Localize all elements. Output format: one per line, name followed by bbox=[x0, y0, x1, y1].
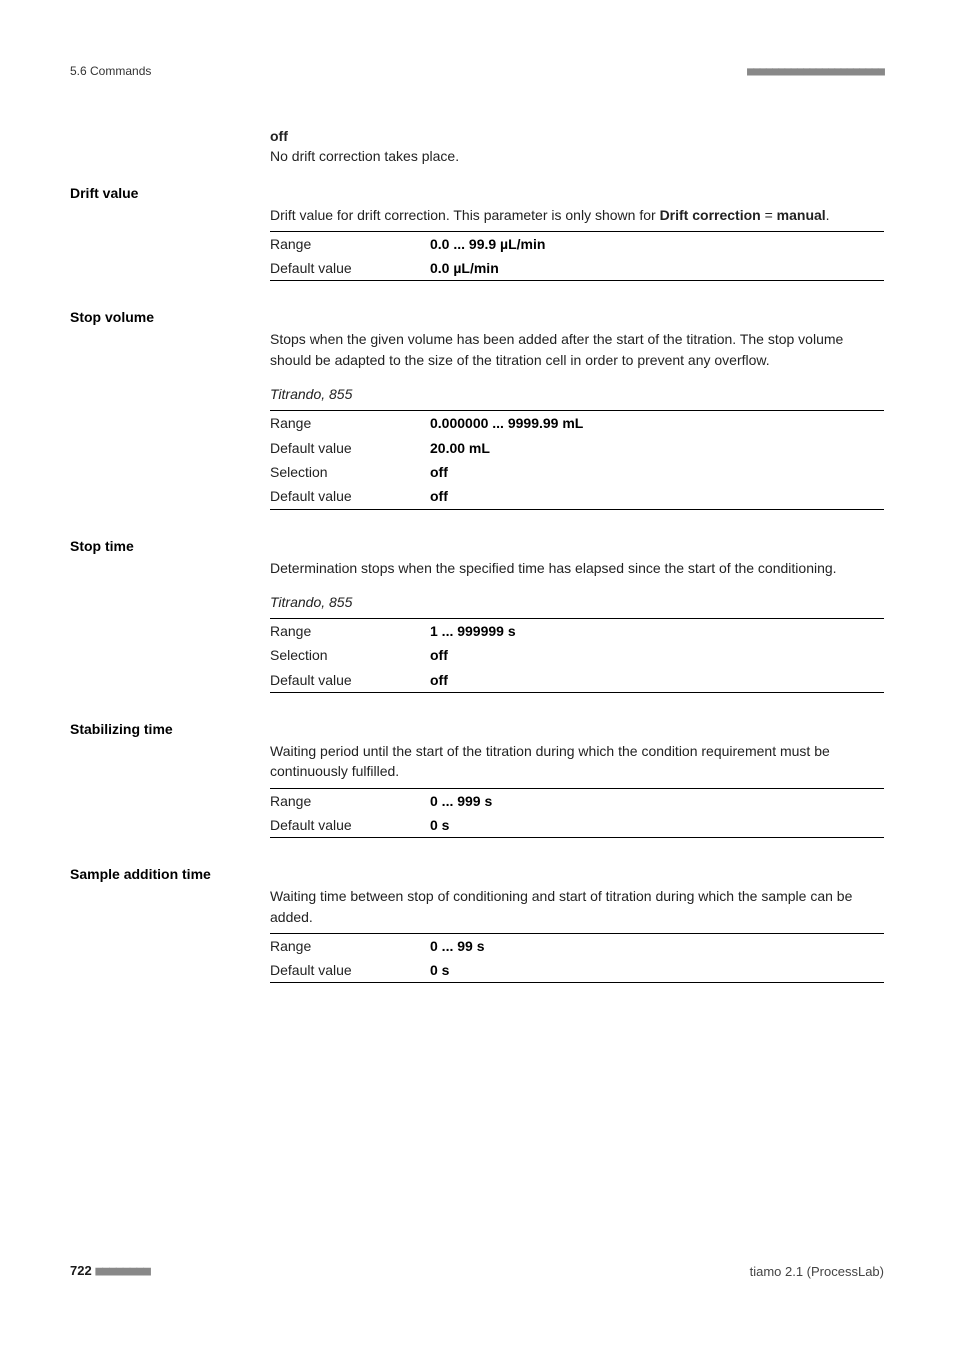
param-key: Range bbox=[270, 788, 430, 813]
off-definition: off No drift correction takes place. bbox=[270, 126, 884, 167]
off-term: off bbox=[270, 126, 884, 146]
table-row: Range 0 ... 999 s bbox=[270, 788, 884, 813]
table-row: Default value 0 s bbox=[270, 813, 884, 838]
footer-left: 722 ■■■■■■■■ bbox=[70, 1263, 150, 1279]
param-key: Default value bbox=[270, 958, 430, 983]
footer-product: tiamo 2.1 (ProcessLab) bbox=[750, 1264, 884, 1279]
sample-addition-time-label: Sample addition time bbox=[70, 866, 270, 882]
table-row: Range 0 ... 99 s bbox=[270, 933, 884, 958]
stabilizing-time-label: Stabilizing time bbox=[70, 721, 270, 737]
section-reference: 5.6 Commands bbox=[70, 64, 151, 78]
sample-addition-time-block: Waiting time between stop of conditionin… bbox=[270, 886, 884, 983]
stop-volume-desc: Stops when the given volume has been add… bbox=[270, 329, 884, 370]
table-row: Selection off bbox=[270, 643, 884, 667]
param-value: 0.0 µL/min bbox=[430, 256, 884, 281]
param-key: Range bbox=[270, 619, 430, 644]
stop-volume-block: Stops when the given volume has been add… bbox=[270, 329, 884, 509]
stop-time-desc: Determination stops when the specified t… bbox=[270, 558, 884, 578]
page-number: 722 bbox=[70, 1263, 92, 1278]
param-key: Range bbox=[270, 933, 430, 958]
param-value: 0 ... 99 s bbox=[430, 933, 884, 958]
drift-value-desc-suffix: . bbox=[826, 207, 830, 223]
drift-value-desc-prefix: Drift value for drift correction. This p… bbox=[270, 207, 660, 223]
param-key: Default value bbox=[270, 668, 430, 693]
stabilizing-time-desc: Waiting period until the start of the ti… bbox=[270, 741, 884, 782]
param-key: Range bbox=[270, 231, 430, 256]
param-value: 1 ... 999999 s bbox=[430, 619, 884, 644]
sample-addition-time-desc: Waiting time between stop of conditionin… bbox=[270, 886, 884, 927]
drift-value-desc-bold1: Drift correction bbox=[660, 207, 761, 223]
param-key: Default value bbox=[270, 256, 430, 281]
table-row: Range 0.000000 ... 9999.99 mL bbox=[270, 411, 884, 436]
param-value: 0 ... 999 s bbox=[430, 788, 884, 813]
table-row: Default value off bbox=[270, 484, 884, 509]
footer-ornament: ■■■■■■■■ bbox=[95, 1264, 150, 1279]
stop-time-block: Determination stops when the specified t… bbox=[270, 558, 884, 693]
param-key: Range bbox=[270, 411, 430, 436]
header-ornament: ■■■■■■■■■■■■■■■■■■■■■■ bbox=[747, 64, 884, 78]
param-key: Selection bbox=[270, 460, 430, 484]
stop-volume-table: Range 0.000000 ... 9999.99 mL Default va… bbox=[270, 410, 884, 509]
table-row: Range 1 ... 999999 s bbox=[270, 619, 884, 644]
param-value: off bbox=[430, 484, 884, 509]
param-value: off bbox=[430, 668, 884, 693]
stop-volume-device: Titrando, 855 bbox=[270, 384, 884, 404]
param-value: 0 s bbox=[430, 813, 884, 838]
param-key: Selection bbox=[270, 643, 430, 667]
param-value: 20.00 mL bbox=[430, 436, 884, 460]
drift-value-label: Drift value bbox=[70, 185, 270, 201]
param-value: 0.000000 ... 9999.99 mL bbox=[430, 411, 884, 436]
param-value: 0 s bbox=[430, 958, 884, 983]
param-key: Default value bbox=[270, 813, 430, 838]
drift-value-desc-bold2: manual bbox=[777, 207, 826, 223]
table-row: Default value 0 s bbox=[270, 958, 884, 983]
stop-time-table: Range 1 ... 999999 s Selection off Defau… bbox=[270, 618, 884, 693]
drift-value-desc-mid: = bbox=[761, 207, 777, 223]
table-row: Default value 20.00 mL bbox=[270, 436, 884, 460]
stabilizing-time-table: Range 0 ... 999 s Default value 0 s bbox=[270, 788, 884, 839]
sample-addition-time-table: Range 0 ... 99 s Default value 0 s bbox=[270, 933, 884, 984]
table-row: Selection off bbox=[270, 460, 884, 484]
stabilizing-time-block: Waiting period until the start of the ti… bbox=[270, 741, 884, 838]
drift-value-block: Drift value for drift correction. This p… bbox=[270, 205, 884, 282]
table-row: Default value off bbox=[270, 668, 884, 693]
param-key: Default value bbox=[270, 436, 430, 460]
table-row: Range 0.0 ... 99.9 µL/min bbox=[270, 231, 884, 256]
param-key: Default value bbox=[270, 484, 430, 509]
stop-time-label: Stop time bbox=[70, 538, 270, 554]
param-value: off bbox=[430, 460, 884, 484]
param-value: 0.0 ... 99.9 µL/min bbox=[430, 231, 884, 256]
drift-value-desc: Drift value for drift correction. This p… bbox=[270, 207, 830, 223]
stop-time-device: Titrando, 855 bbox=[270, 592, 884, 612]
stop-volume-label: Stop volume bbox=[70, 309, 270, 325]
off-description: No drift correction takes place. bbox=[270, 146, 884, 166]
drift-value-table: Range 0.0 ... 99.9 µL/min Default value … bbox=[270, 231, 884, 282]
param-value: off bbox=[430, 643, 884, 667]
table-row: Default value 0.0 µL/min bbox=[270, 256, 884, 281]
